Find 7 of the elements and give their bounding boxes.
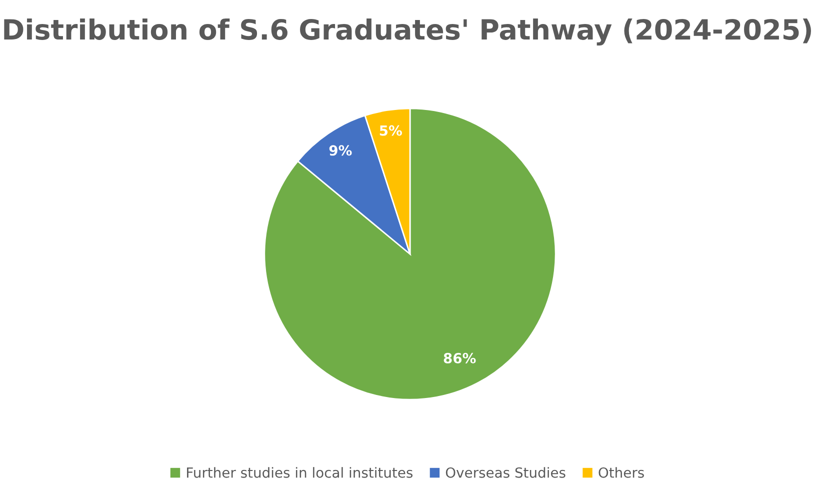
data-label: 9%	[329, 145, 352, 156]
data-label: 86%	[444, 352, 476, 364]
legend-label: Further studies in local institutes	[187, 467, 413, 478]
legend-label: Others	[598, 467, 644, 478]
chart-title: Distribution of S.6 Graduates' Pathway (2024-2025)	[4, 18, 811, 46]
data-label: 5%	[380, 125, 402, 136]
legend-label: Overseas Studies	[446, 467, 566, 478]
